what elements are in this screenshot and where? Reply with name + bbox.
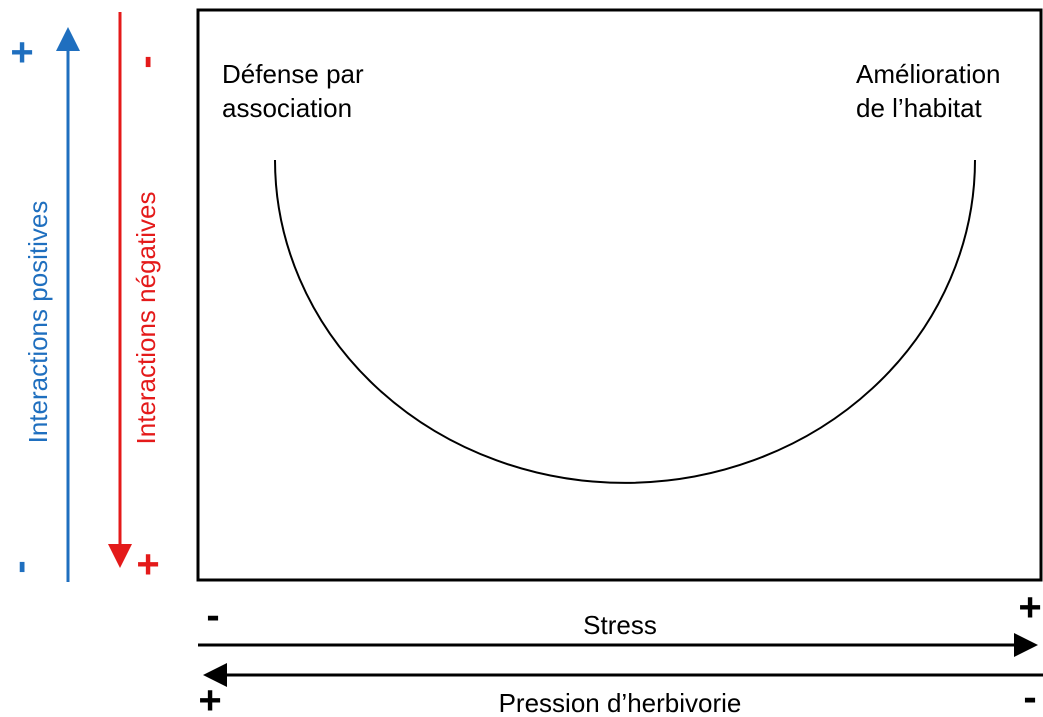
negative-label: Interactions négatives — [131, 192, 161, 445]
left-label-line: association — [222, 93, 352, 123]
positive-top-sign: + — [10, 31, 33, 75]
right-label-line: Amélioration — [856, 59, 1001, 89]
positive-label: Interactions positives — [23, 201, 53, 444]
stress-label: Stress — [583, 610, 657, 640]
positive-bottom-sign: - — [0, 560, 42, 573]
panel-frame — [196, 8, 1043, 582]
negative-bottom-sign: + — [136, 543, 159, 587]
negative-top-sign: - — [124, 55, 168, 68]
stress-left-sign: - — [206, 594, 219, 638]
left-label-line: Défense par — [222, 59, 364, 89]
herbivory-left-sign: + — [198, 679, 221, 717]
stress-right-sign: + — [1018, 586, 1041, 630]
curve — [274, 159, 976, 484]
herbivory-label: Pression d’herbivorie — [499, 688, 742, 717]
herbivory-right-sign: - — [1023, 676, 1036, 717]
right-label-line: de l’habitat — [856, 93, 983, 123]
